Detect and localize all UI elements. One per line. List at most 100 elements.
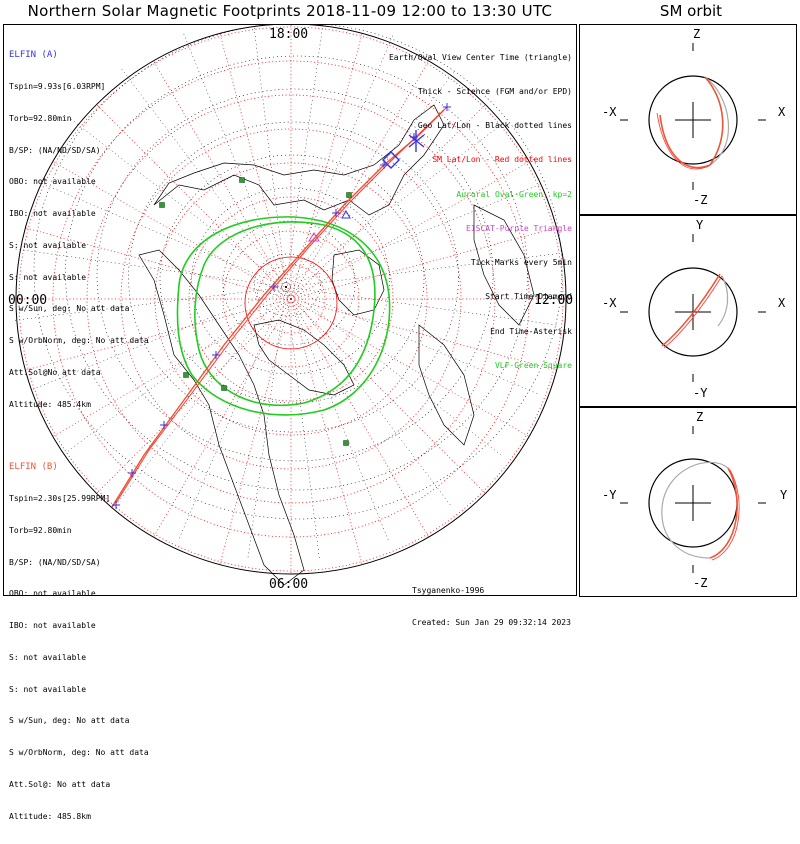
elfin-a-line: IBO: not available [9, 209, 96, 219]
legend-item: VLF-Green Square [494, 360, 572, 370]
axis-label-bottom: -Y [693, 386, 708, 400]
axis-label-right: X [778, 105, 786, 119]
elfin-a-line: Altitude: 485.4km [9, 399, 91, 409]
vlf-square [221, 385, 227, 391]
legend-item: Earth/Oval View Center Time (triangle) [388, 52, 572, 62]
orbit-track-elfin-a [711, 469, 740, 561]
elfin-a-line: Att.Sol@No att data [9, 368, 101, 377]
elfin-a-line: S: not available [9, 240, 87, 250]
axis-label-bottom: -Z [693, 193, 708, 207]
elfin-a-line: S: not available [9, 272, 87, 282]
elfin-a-track [115, 106, 448, 504]
plot-title: Northern Solar Magnetic Footprints 2018-… [27, 2, 553, 20]
sm-lon-line [290, 104, 486, 300]
legend: Earth/Oval View Center Time (triangle) T… [389, 29, 572, 394]
axis-label-left: -Y [602, 488, 617, 502]
axis-label-top: Z [693, 27, 701, 41]
elfin-a-line: S w/Sun, deg: No att data [9, 304, 130, 314]
auroral-oval-outer [176, 216, 391, 416]
vlf-square [183, 372, 189, 378]
geo-lat-circle [254, 253, 321, 317]
footer-info: Tsyganenko-1996 Created: Sun Jan 29 09:3… [412, 565, 571, 650]
elfin-b-line: Att.Sol@: No att data [9, 780, 111, 789]
geo-lat-circle [65, 55, 528, 491]
polar-map-panel: 18:00 00:00 12:00 06:00 ELFIN (A) Tspin=… [3, 24, 577, 821]
elfin-a-line: S w/OrbNorm, deg: No att data [9, 336, 149, 346]
tick-mark [380, 161, 388, 169]
eiscat-triangle [308, 232, 320, 242]
vlf-square [159, 202, 165, 208]
sm-lon-line [290, 227, 557, 300]
elfin-a-line: Tspin=9.93s[6.03RPM] [9, 81, 106, 91]
sm-lon-line [25, 298, 292, 371]
elfin-b-line: OBO: not available [9, 589, 96, 599]
sm-lon-line [25, 227, 292, 300]
tick-mark [212, 351, 220, 359]
geo-lat-circle [191, 187, 390, 375]
elfin-b-line: Tspin=2.30s[25.99RPM] [9, 493, 111, 503]
sm-lon-line [52, 161, 292, 300]
legend-item: Thick - Science (FGM and/or EPD) [417, 87, 572, 97]
map-boundary [15, 25, 567, 575]
sm-lon-line [219, 33, 292, 300]
legend-item: Geo Lat/Lon - Black dotted lines [417, 121, 572, 131]
elfin-a-line: Torb=92.80min [9, 113, 72, 123]
sm-lon-line [290, 161, 530, 300]
orbit-title: SM orbit [659, 2, 723, 20]
tick-mark [270, 283, 278, 291]
axis-label-top: Z [696, 410, 704, 424]
geo-lat-circle [222, 220, 356, 346]
continent-outline [331, 249, 385, 316]
vlf-square [343, 440, 349, 446]
orbit-panel-xz: Z -Z -X X [579, 24, 797, 215]
geo-lat-circle [96, 88, 494, 462]
polar-map [13, 25, 567, 586]
continent-outline [138, 249, 305, 586]
sm-lon-line [153, 298, 292, 538]
sm-lon-line [153, 60, 292, 300]
elfin-b-line: S w/Sun, deg: No att data [9, 716, 130, 726]
elfin-a-line: B/SP: (NA/ND/SD/SA) [9, 145, 101, 155]
sm-lon-line [219, 298, 292, 565]
elfin-a-info: ELFIN (A) Tspin=9.93s[6.03RPM] Torb=92.8… [9, 29, 149, 432]
orbit-track-elfin-a [663, 275, 723, 349]
geo-lat-circle [128, 121, 459, 433]
legend-item: End Time-Asterisk [490, 326, 572, 336]
axis-label-top: Y [696, 218, 704, 232]
elfin-b-line: B/SP: (NA/ND/SD/SA) [9, 557, 101, 567]
sm-lat-circle [154, 162, 428, 436]
continent-outline [418, 324, 475, 446]
axis-label-left: -X [602, 105, 617, 119]
auroral-oval-inner [194, 221, 376, 407]
tick-mark [128, 469, 136, 477]
sm-lon-line [290, 298, 557, 371]
legend-item: EISCAT-Purple Triangle [466, 223, 572, 233]
orbit-track-grey [717, 275, 729, 327]
axis-label-right: Y [780, 488, 788, 502]
sm-lat-circle [120, 128, 462, 470]
time-label-right: 12:00 [534, 293, 574, 308]
sm-lon-line [290, 33, 363, 300]
geo-lon-line [247, 286, 287, 560]
legend-item: SM Lat/Lon - Red dotted lines [432, 155, 572, 165]
orbit-track-elfin-b [659, 76, 724, 169]
legend-item: Start Time-Diamond [485, 292, 572, 302]
time-label-left: 00:00 [8, 293, 48, 308]
vlf-square [239, 177, 245, 183]
time-label-top: 18:00 [269, 27, 309, 42]
orbit-panel-xy: Y -Y -X X [579, 215, 797, 407]
elfin-a-heading: ELFIN (A) [9, 50, 58, 61]
sm-lon-line [52, 298, 292, 437]
orbit-plot [620, 234, 766, 382]
sm-lon-line [290, 60, 429, 300]
sm-lat-circle [222, 230, 360, 368]
elfin-b-line: S: not available [9, 684, 87, 694]
sm-lon-line [96, 298, 292, 494]
axis-label-bottom: -Z [693, 576, 708, 590]
tick-mark [160, 421, 168, 429]
orbit-plot [620, 43, 766, 190]
elfin-b-line: S w/OrbNorm, deg: No att data [9, 748, 149, 758]
sm-lon-line [96, 104, 292, 300]
axis-label-right: X [778, 296, 786, 310]
orbit-track-grey [704, 76, 730, 166]
